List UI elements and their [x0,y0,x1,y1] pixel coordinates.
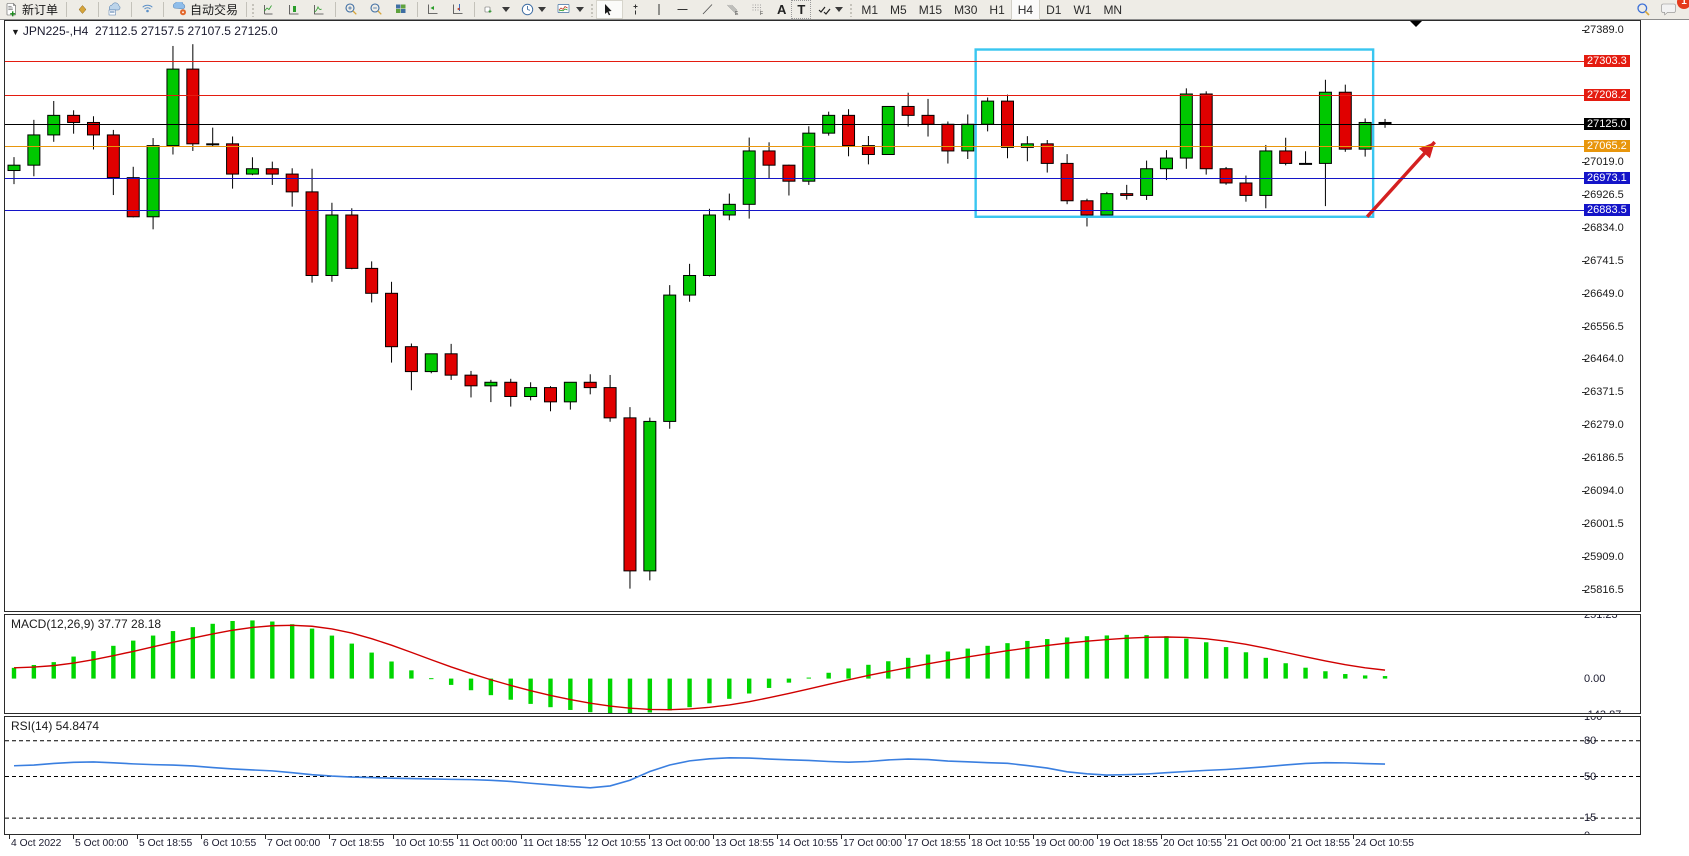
svg-text:F: F [760,11,763,17]
svg-text:E: E [735,11,739,17]
